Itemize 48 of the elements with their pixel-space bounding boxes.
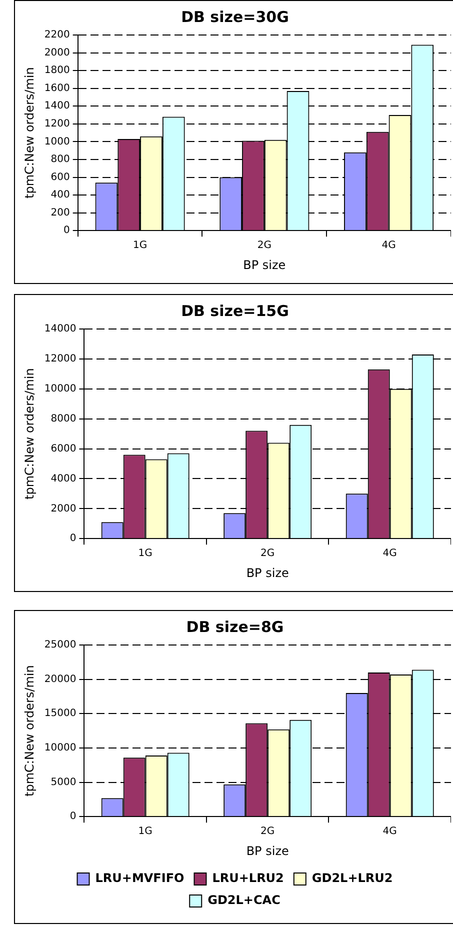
legend-label: LRU+MVFIFO xyxy=(95,871,184,886)
x-tick-label: 4G xyxy=(382,826,397,838)
y-tick-label: 4000 xyxy=(50,473,76,484)
y-axis-title: tpmC:New orders/min xyxy=(22,67,36,198)
y-tick-label: 10000 xyxy=(44,742,76,754)
y-axis-title: tpmC:New orders/min xyxy=(22,368,36,500)
y-tick-label: 5000 xyxy=(50,776,76,788)
y-tick-label: 8000 xyxy=(50,413,76,424)
y-tick-label: 12000 xyxy=(44,354,76,365)
y-tick-label: 1800 xyxy=(44,65,70,76)
y-tick-label: 1000 xyxy=(44,136,70,148)
y-tick-label: 0 xyxy=(63,225,70,236)
x-tick-label: 2G xyxy=(257,240,272,252)
x-tick-label: 2G xyxy=(260,548,275,560)
legend-label: LRU+LRU2 xyxy=(212,871,284,886)
x-tick-label: 1G xyxy=(132,240,148,252)
y-tick-label: 1400 xyxy=(44,100,70,112)
x-axis-title: BP size xyxy=(243,258,286,272)
x-axis-title: BP size xyxy=(246,566,289,580)
chart-title: DB size=15G xyxy=(181,302,289,320)
y-axis-title: tpmC:New orders/min xyxy=(22,665,36,796)
x-axis-title: BP size xyxy=(246,844,289,858)
y-tick-label: 14000 xyxy=(44,324,76,335)
y-tick-label: 0 xyxy=(70,533,76,544)
y-tick-label: 25000 xyxy=(44,640,76,651)
x-tick-label: 1G xyxy=(138,548,152,560)
y-tick-label: 6000 xyxy=(50,443,76,454)
x-tick-label: 4G xyxy=(382,548,397,560)
chart-title: DB size=30G xyxy=(181,8,289,26)
legend-label: GD2L+CAC xyxy=(208,893,281,908)
y-tick-label: 200 xyxy=(50,207,70,218)
y-tick-label: 2000 xyxy=(50,503,76,514)
y-tick-label: 0 xyxy=(70,811,76,822)
x-tick-label: 4G xyxy=(382,240,396,252)
y-tick-label: 20000 xyxy=(44,674,76,685)
y-tick-label: 400 xyxy=(50,190,70,201)
x-tick-label: 2G xyxy=(260,826,275,838)
y-tick-label: 800 xyxy=(50,154,70,166)
y-tick-label: 600 xyxy=(50,172,70,183)
chart-title: DB size=8G xyxy=(186,618,284,636)
x-tick-label: 1G xyxy=(138,826,152,838)
legend-label: GD2L+LRU2 xyxy=(312,871,393,886)
y-tick-label: 2200 xyxy=(44,30,70,41)
y-tick-label: 1200 xyxy=(44,118,70,130)
y-tick-label: 1600 xyxy=(44,82,70,94)
y-tick-label: 15000 xyxy=(44,708,76,720)
y-tick-label: 2000 xyxy=(44,47,70,58)
y-tick-label: 10000 xyxy=(44,383,76,394)
